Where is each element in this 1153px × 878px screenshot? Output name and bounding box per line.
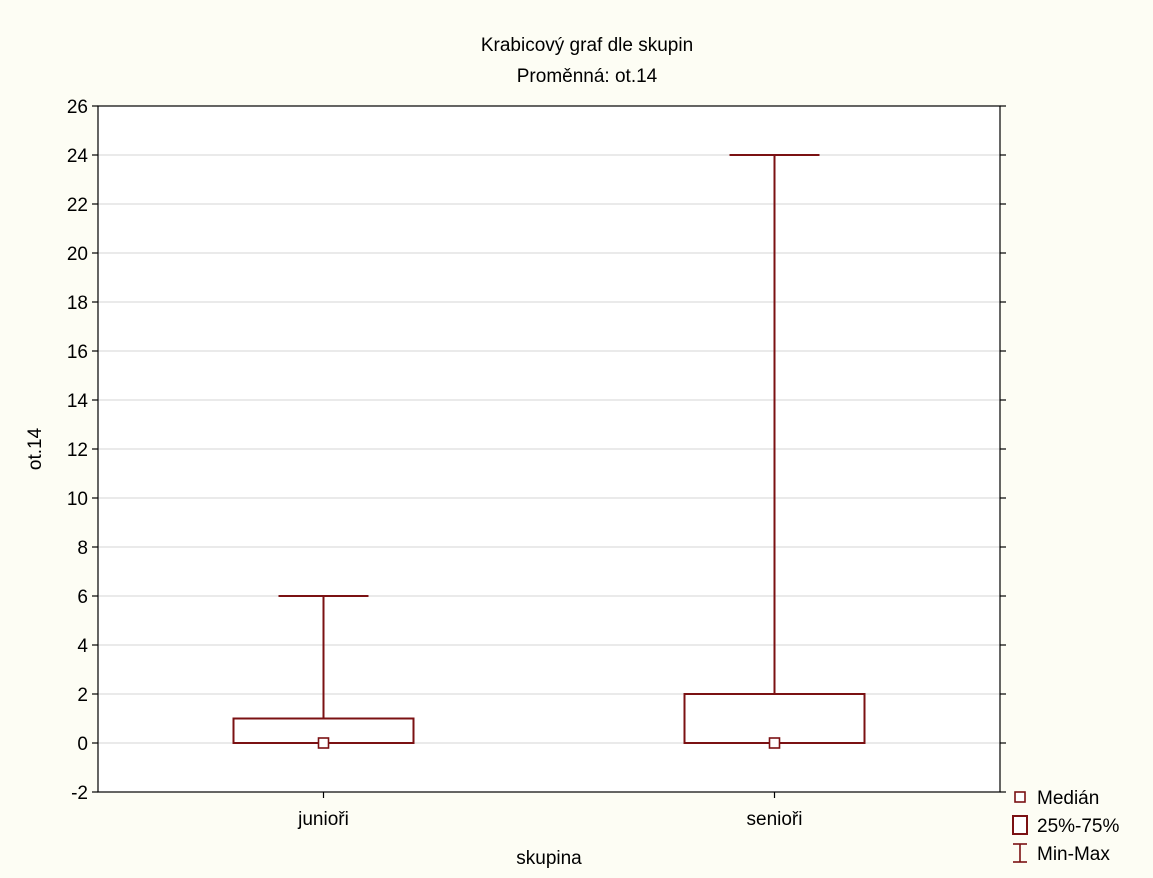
y-tick-label: 14 — [67, 391, 89, 412]
boxes — [232, 154, 866, 749]
legend-label: Medián — [1037, 788, 1099, 809]
chart-subtitle: Proměnná: ot.14 — [517, 66, 658, 87]
median-marker — [317, 737, 330, 749]
legend-box-icon — [1012, 815, 1028, 835]
y-tick-label: 4 — [77, 636, 88, 657]
y-tick-label: 16 — [67, 342, 88, 363]
y-tick-label: -2 — [71, 783, 88, 804]
y-tick-label: 8 — [77, 538, 88, 559]
y-tick-label: 12 — [67, 440, 88, 461]
x-tick-label: senioři — [747, 809, 803, 830]
x-axis-label: skupina — [516, 848, 582, 869]
x-tick-label: junioři — [297, 809, 349, 830]
y-axis-label: ot.14 — [25, 427, 46, 470]
y-tick-label: 26 — [67, 97, 88, 118]
grid-lines — [98, 154, 1000, 744]
legend-label: 25%-75% — [1037, 816, 1119, 837]
y-tick-label: 18 — [67, 293, 88, 314]
y-tick-label: 0 — [77, 734, 88, 755]
legend: Medián 25%-75% Min-Max — [1012, 788, 1119, 865]
median-marker — [768, 737, 781, 749]
y-tick-label: 24 — [67, 146, 89, 167]
y-tick-label: 20 — [67, 244, 88, 265]
y-tick-label: 10 — [67, 489, 88, 510]
y-tick-label: 6 — [77, 587, 88, 608]
y-tick-label: 2 — [77, 685, 88, 706]
chart-title: Krabicový graf dle skupin — [481, 35, 693, 56]
legend-median-icon — [1014, 791, 1026, 803]
legend-label: Min-Max — [1037, 844, 1110, 865]
y-tick-label: 22 — [67, 195, 88, 216]
